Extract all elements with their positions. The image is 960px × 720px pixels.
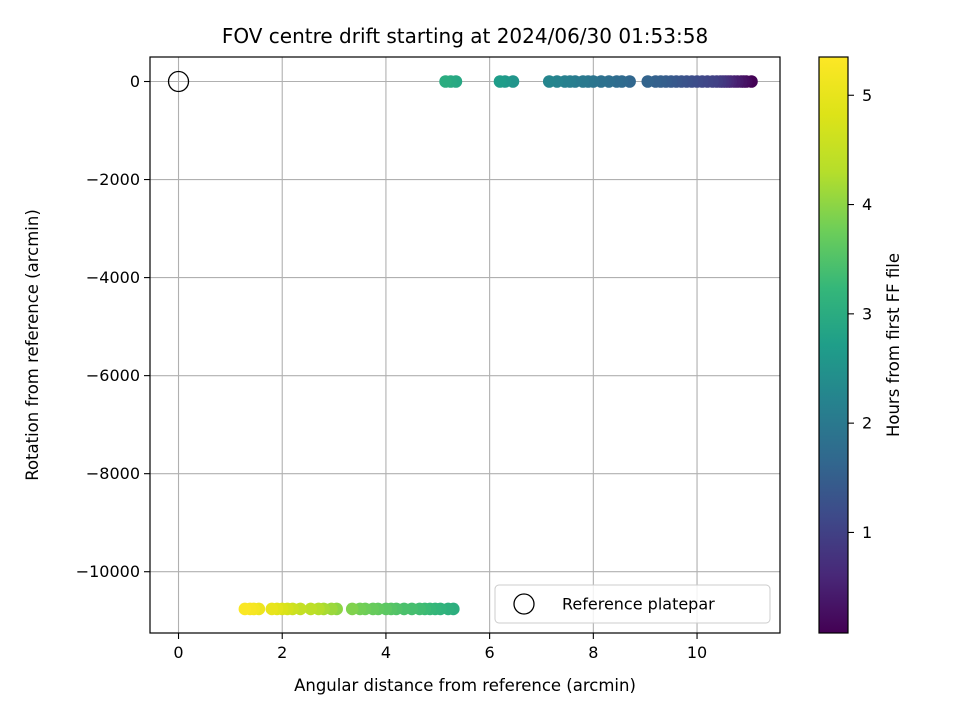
colorbar-tick-label: 1 — [862, 523, 872, 542]
colorbar-label: Hours from first FF file — [884, 253, 903, 437]
reference-platepar-marker — [167, 70, 190, 93]
legend: Reference platepar — [494, 584, 771, 624]
tick-layer: 0 2 4 6 8 10 0 −2000 −4000 −6000 −8000 −10000 — [76, 72, 708, 662]
data-point — [304, 602, 318, 616]
data-point — [493, 75, 507, 88]
chart-title: FOV centre drift starting at 2024/06/30 … — [222, 24, 708, 48]
y-tick-label: −4000 — [86, 268, 140, 287]
data-point — [238, 602, 252, 616]
x-tick-label: 6 — [485, 643, 495, 662]
data-point — [345, 602, 359, 616]
colorbar: 1 2 3 4 5 Hours from first FF file — [818, 56, 903, 634]
plot-frame — [149, 56, 781, 634]
x-tick-label: 10 — [687, 643, 707, 662]
data-point — [641, 75, 655, 88]
legend-box — [494, 584, 771, 624]
y-tick-label: −6000 — [86, 366, 140, 385]
y-tick-label: −8000 — [86, 464, 140, 483]
data-point — [542, 75, 556, 88]
legend-label: Reference platepar — [562, 595, 715, 614]
legend-marker — [513, 593, 535, 615]
y-tick-label: 0 — [130, 72, 140, 91]
colorbar-tick-label: 5 — [862, 86, 872, 105]
x-tick-label: 2 — [277, 643, 287, 662]
x-axis-label: Angular distance from reference (arcmin) — [294, 676, 636, 695]
x-tick-label: 8 — [588, 643, 598, 662]
grid-layer — [150, 57, 780, 633]
colorbar-frame — [818, 56, 849, 634]
data-point — [439, 75, 452, 88]
colorbar-tick-label: 4 — [862, 195, 872, 214]
y-axis-label: Rotation from reference (arcmin) — [23, 209, 42, 481]
colorbar-tick-label: 3 — [862, 304, 872, 323]
x-tick-label: 0 — [173, 643, 183, 662]
data-point — [265, 602, 279, 616]
x-tick-label: 4 — [381, 643, 391, 662]
colorbar-ticks: 1 2 3 4 5 — [848, 86, 872, 542]
colorbar-tick-label: 2 — [862, 414, 872, 433]
y-tick-label: −2000 — [86, 170, 140, 189]
points-layer — [238, 75, 758, 616]
y-tick-label: −10000 — [76, 562, 140, 581]
colorbar-gradient — [819, 57, 848, 633]
